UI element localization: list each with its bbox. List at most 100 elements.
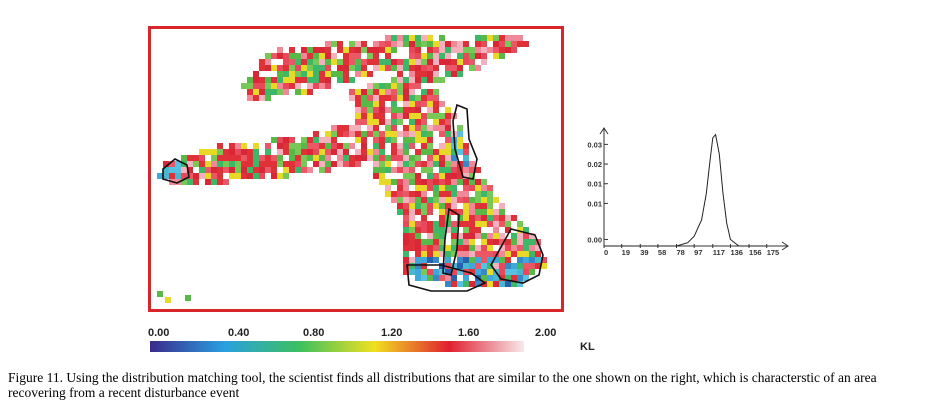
map-cell: [391, 125, 397, 131]
distribution-plot: 0.03 0.02 0.01 0.01 0.000 19 39 58 78 97 117 136 156…: [587, 127, 789, 257]
map-cell: [301, 167, 307, 173]
map-cell: [385, 185, 391, 191]
map-cell: [439, 215, 445, 221]
map-cell: [373, 167, 379, 173]
match-outline: [406, 264, 487, 292]
map-cell: [433, 191, 439, 197]
map-cell: [517, 275, 523, 281]
map-cell: [493, 53, 499, 59]
map-cell: [223, 179, 229, 185]
map-cell: [499, 53, 505, 59]
map-cell: [421, 221, 427, 227]
map-cell: [505, 41, 511, 47]
map-cell: [325, 149, 331, 155]
map-cell: [499, 221, 505, 227]
map-cell: [421, 197, 427, 203]
map-cell: [379, 137, 385, 143]
map-cell: [397, 155, 403, 161]
map-cell: [313, 143, 319, 149]
map-cell: [355, 89, 361, 95]
map-cell: [421, 149, 427, 155]
map-cell: [439, 35, 445, 41]
map-cell: [241, 155, 247, 161]
map-cell: [445, 155, 451, 161]
map-cell: [493, 221, 499, 227]
y-tick-label: 0.00: [587, 235, 602, 244]
map-cell: [469, 173, 475, 179]
map-cell: [523, 245, 529, 251]
map-cell: [373, 59, 379, 65]
map-cell: [403, 239, 409, 245]
map-cell: [523, 251, 529, 257]
map-cell: [271, 137, 277, 143]
map-cell: [463, 161, 469, 167]
map-cell: [469, 215, 475, 221]
map-cell: [373, 83, 379, 89]
map-cell: [355, 149, 361, 155]
map-cell: [463, 215, 469, 221]
map-cell: [439, 77, 445, 83]
map-cell: [367, 47, 373, 53]
map-cell: [433, 275, 439, 281]
map-cell: [451, 65, 457, 71]
map-cell: [457, 53, 463, 59]
map-cell: [433, 113, 439, 119]
map-cell: [397, 203, 403, 209]
map-cell: [289, 71, 295, 77]
map-cell: [481, 257, 487, 263]
map-cell: [463, 257, 469, 263]
map-cell: [379, 167, 385, 173]
map-cell: [391, 197, 397, 203]
map-cell: [481, 251, 487, 257]
colorbar-tick: 2.00: [535, 327, 557, 339]
map-cell: [409, 263, 415, 269]
map-cell: [235, 161, 241, 167]
map-cell: [451, 203, 457, 209]
colorbar-tick: 1.20: [381, 327, 403, 339]
map-cell: [391, 143, 397, 149]
map-cell: [385, 107, 391, 113]
map-cell: [445, 275, 451, 281]
map-cell: [457, 263, 463, 269]
x-tick-label: 156: [749, 248, 762, 257]
map-cell: [439, 173, 445, 179]
map-cell: [415, 65, 421, 71]
map-cell: [433, 119, 439, 125]
map-cell: [457, 125, 463, 131]
map-cell: [379, 179, 385, 185]
map-cell: [511, 239, 517, 245]
map-cell: [409, 77, 415, 83]
map-cell: [475, 65, 481, 71]
map-cell: [331, 137, 337, 143]
map-cell: [235, 155, 241, 161]
map-cell: [337, 131, 343, 137]
map-cell: [415, 275, 421, 281]
map-cell: [343, 53, 349, 59]
map-cell: [415, 221, 421, 227]
map-cell: [469, 179, 475, 185]
map-cell: [421, 41, 427, 47]
map-cell: [325, 71, 331, 77]
map-cell: [247, 155, 253, 161]
map-cell: [433, 185, 439, 191]
map-cell: [439, 191, 445, 197]
map-cell: [361, 113, 367, 119]
map-cell: [403, 155, 409, 161]
map-cell: [493, 275, 499, 281]
map-cell: [415, 191, 421, 197]
map-cell: [319, 47, 325, 53]
map-cell: [397, 89, 403, 95]
map-cell: [457, 167, 463, 173]
map-cell: [283, 137, 289, 143]
map-cell: [355, 95, 361, 101]
map-cell: [529, 239, 535, 245]
map-cell: [439, 53, 445, 59]
map-cell: [487, 245, 493, 251]
map-cell: [265, 155, 271, 161]
map-cell: [337, 149, 343, 155]
map-cell: [373, 41, 379, 47]
map-cell: [379, 47, 385, 53]
map-cell: [415, 155, 421, 161]
map-cell: [373, 131, 379, 137]
map-cell: [421, 59, 427, 65]
